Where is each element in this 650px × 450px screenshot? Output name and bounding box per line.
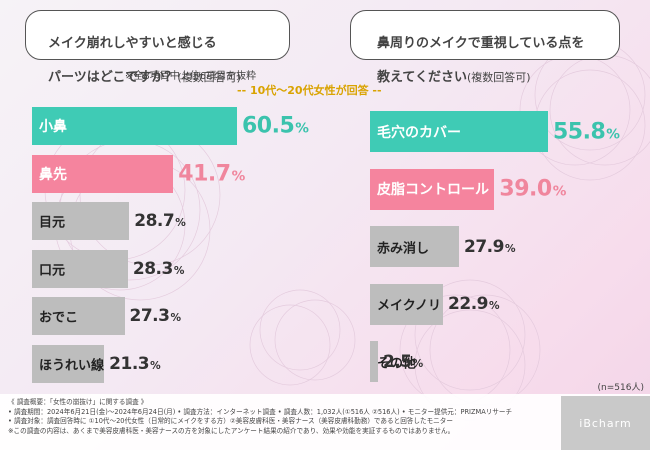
bar-value-number: 60.5 [242, 113, 295, 139]
footer-line1: 《 調査概要：「女性の崩抜け」に関する調査 》 [8, 398, 148, 406]
bar-row: 鼻先 41.7% [32, 154, 292, 193]
bar-category-label: 鼻先 [39, 166, 67, 183]
bar [370, 168, 495, 210]
bar-category-label: その他 [377, 356, 417, 371]
right-question-line2: 教えてください [377, 70, 467, 85]
right-question-line1: 鼻周りのメイクで重視している点を [377, 36, 585, 51]
bar-value-number: 22.9 [448, 294, 488, 314]
respondent-label: -- 10代〜20代女性が回答 -- [237, 84, 382, 97]
left-question-suffix: (複数回答可) [177, 71, 241, 84]
bar [370, 283, 444, 325]
bar-row: おでこ 27.3% [32, 297, 292, 335]
bar-category-label: 赤み消し [377, 241, 430, 256]
bar-value-label: 27.3% [129, 306, 182, 326]
bar-value-percent: % [175, 217, 186, 229]
bar-value-label: 27.9% [464, 236, 516, 257]
bar [32, 107, 237, 145]
footer-line2: • 調査期間：2024年6月21日(金)〜2024年6月24日(月) • 調査方… [8, 407, 513, 416]
bar-value-number: 27.9 [464, 236, 504, 257]
bar-category-label: ほうれい線 [39, 358, 105, 373]
bar-category-label: 皮脂コントロール [377, 182, 489, 198]
bar-value-number: 55.8 [553, 119, 606, 144]
bar-value-number: 28.3 [132, 258, 173, 279]
bar [32, 297, 125, 335]
bar-category-label: 小鼻 [39, 119, 67, 135]
bar [370, 111, 548, 152]
left-question: メイク崩れしやすいと感じる パーツはどこですか？(複数回答可) [25, 10, 290, 85]
right-question-suffix: (複数回答可) [466, 71, 531, 84]
bar-row: 赤み消し 27.9% [370, 226, 630, 267]
bar-value-label: 28.3% [132, 258, 185, 279]
bar-value-label: 2.5% [383, 352, 423, 372]
bar-value-percent: % [504, 242, 516, 255]
bar-value-number: 2.5 [382, 351, 412, 372]
bar-value-label: 60.5% [242, 113, 309, 139]
bar-value-label: 22.9% [448, 294, 500, 314]
bar-row: 皮脂コントロール 39.0% [370, 168, 630, 210]
sample-size: (n=516人) [597, 383, 644, 393]
footer-line4: ※この調査の内容は、あくまで美容皮膚科医・美容ナースの方を対象にしたアンケート結… [8, 426, 455, 435]
bar [370, 341, 378, 382]
bar-value-number: 41.7 [178, 161, 231, 186]
bar-value-percent: % [170, 312, 181, 324]
bar-row: メイクノリ 22.9% [370, 283, 630, 325]
left-question-line2: パーツはどこですか？ [48, 70, 178, 85]
bar-value-percent: % [173, 264, 185, 277]
bar-value-percent: % [552, 183, 567, 200]
bar-value-percent: % [231, 168, 246, 184]
bar-category-label: 口元 [39, 263, 66, 278]
bar-value-percent: % [606, 126, 620, 142]
bar [32, 202, 130, 240]
bar-category-label: おでこ [39, 310, 79, 326]
brand-logo: iBcharm [561, 396, 650, 450]
bar-row: 小鼻 60.5% [32, 107, 309, 145]
bar-row: その他 2.5% [370, 341, 630, 382]
bar-value-label: 41.7% [178, 161, 246, 186]
bar-value-number: 21.3 [109, 353, 150, 374]
right-question: 鼻周りのメイクで重視している点を 教えてください(複数回答可) [350, 10, 620, 85]
bar-row: 目元 28.7% [32, 202, 292, 240]
footer-line3: • 調査対象：調査回答時に ①10代〜20代女性（日常的にメイクをする方）②美容… [8, 417, 453, 425]
top-items-note: ※全8項目中上位6項目を抜粋 [125, 71, 257, 82]
bar-value-label: 39.0% [499, 176, 567, 202]
bar-value-number: 27.3 [129, 306, 170, 326]
bar-value-percent: % [150, 359, 161, 372]
bar-value-number: 28.7 [134, 211, 175, 231]
bar-category-label: メイクノリ [377, 298, 441, 314]
bar-row: 口元 28.3% [32, 249, 292, 288]
bar-value-label: 55.8% [553, 119, 620, 144]
bar-value-percent: % [489, 300, 500, 312]
bar-value-percent: % [295, 120, 309, 137]
bar-category-label: 毛穴のカバー [377, 124, 461, 141]
bar [370, 226, 459, 267]
bar-value-number: 39.0 [499, 176, 552, 202]
bar-row: ほうれい線 21.3% [32, 344, 292, 383]
bar-value-label: 21.3% [109, 353, 161, 374]
bar-category-label: 目元 [39, 215, 66, 231]
left-question-line1: メイク崩れしやすいと感じる [48, 36, 217, 51]
bar [32, 249, 128, 288]
bar [32, 154, 174, 193]
bar-row: 毛穴のカバー 55.8% [370, 111, 630, 152]
bar-value-percent: % [412, 357, 424, 370]
bar-value-label: 28.7% [134, 211, 186, 231]
bar [32, 344, 105, 383]
survey-footer: 《 調査概要：「女性の崩抜け」に関する調査 》 • 調査期間：2024年6月21… [0, 394, 650, 450]
